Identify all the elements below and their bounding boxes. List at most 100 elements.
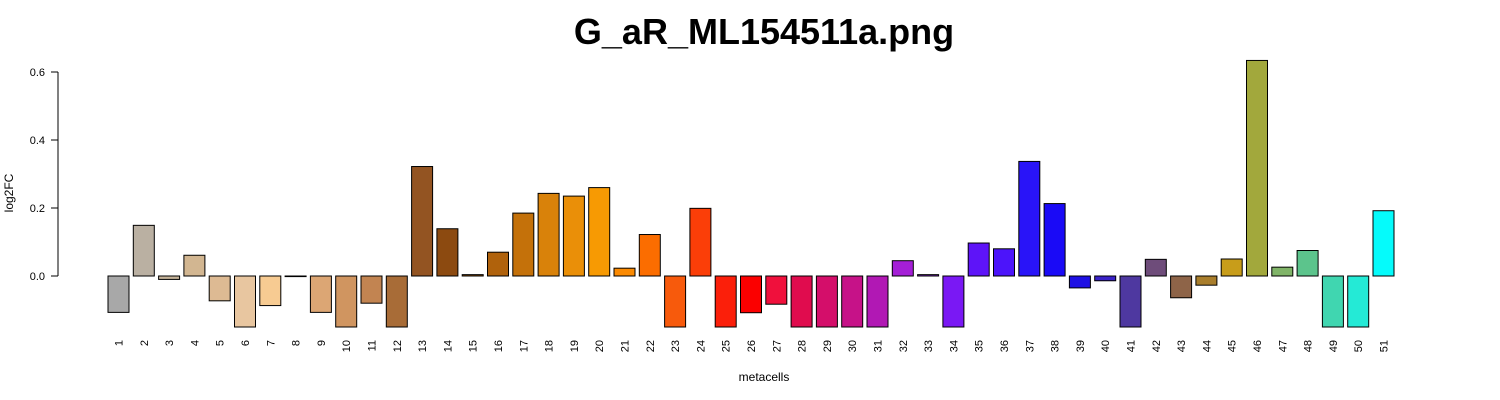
bar-series <box>107 59 1395 328</box>
bar-18 <box>537 192 560 277</box>
bar-21 <box>613 267 636 277</box>
bar-50 <box>1347 275 1370 328</box>
x-tick-label: 49 <box>1328 340 1340 352</box>
bar-36 <box>993 248 1015 277</box>
x-tick-label: 21 <box>620 340 632 352</box>
bar-17 <box>512 212 535 277</box>
bar-8 <box>284 275 307 278</box>
x-tick-label: 33 <box>923 340 935 352</box>
bar-13 <box>411 166 434 277</box>
x-tick-label: 10 <box>341 340 353 352</box>
x-tick-label: 32 <box>898 340 910 352</box>
x-tick-label: 19 <box>569 340 581 352</box>
chart-title: G_aR_ML154511a.png <box>574 11 954 52</box>
bar-39 <box>1068 275 1091 289</box>
x-tick-label: 17 <box>518 340 530 352</box>
bar-32 <box>891 260 914 277</box>
bar-19 <box>562 195 585 277</box>
bar-40 <box>1094 275 1117 282</box>
x-tick-label: 14 <box>442 340 454 352</box>
x-tick-label: 3 <box>164 340 176 346</box>
bar-37 <box>1018 160 1041 277</box>
bar-27 <box>765 275 788 305</box>
bar-22 <box>638 234 661 277</box>
bar-35 <box>967 242 990 277</box>
bar-23 <box>664 275 687 328</box>
x-tick-label: 39 <box>1075 340 1087 352</box>
bar-45 <box>1220 258 1243 277</box>
x-tick-label: 47 <box>1277 340 1289 352</box>
x-tick-label: 23 <box>670 340 682 352</box>
bar-38 <box>1043 203 1066 277</box>
bar-51 <box>1372 210 1395 277</box>
x-tick-label: 37 <box>1024 340 1036 352</box>
bar-48 <box>1296 250 1319 277</box>
x-tick-label: 31 <box>873 340 885 352</box>
bar-43 <box>1170 275 1193 299</box>
x-tick-label: 50 <box>1353 340 1365 352</box>
bar-10 <box>335 275 358 328</box>
x-tick-label: 46 <box>1252 340 1264 352</box>
x-tick-label: 24 <box>695 340 707 352</box>
x-tick-label: 9 <box>316 340 328 346</box>
bar-33 <box>917 274 940 277</box>
x-tick-label: 16 <box>493 340 505 352</box>
x-tick-label: 38 <box>1050 340 1062 352</box>
y-tick-label: 0.4 <box>30 135 45 147</box>
x-tick-label: 18 <box>544 340 556 352</box>
bar-31 <box>866 275 889 328</box>
bar-6 <box>234 275 256 328</box>
x-tick-label: 20 <box>594 340 606 352</box>
x-tick-label: 6 <box>240 340 252 346</box>
x-tick-label: 45 <box>1227 340 1239 352</box>
x-tick-label: 7 <box>265 340 277 346</box>
x-tick-label: 15 <box>468 340 480 352</box>
bar-44 <box>1195 275 1218 286</box>
bar-34 <box>942 275 965 328</box>
bar-47 <box>1271 266 1294 277</box>
bar-16 <box>487 251 509 277</box>
y-axis-label: log2FC <box>2 173 16 212</box>
bar-30 <box>841 275 864 328</box>
x-tick-label: 1 <box>114 340 126 346</box>
bar-25 <box>714 275 737 328</box>
x-tick-label: 40 <box>1100 340 1112 352</box>
bar-41 <box>1119 275 1142 328</box>
bar-9 <box>309 275 332 313</box>
x-tick-label: 13 <box>417 340 429 352</box>
x-tick-label: 51 <box>1379 340 1391 352</box>
x-tick-label: 28 <box>797 340 809 352</box>
x-tick-label: 36 <box>999 340 1011 352</box>
y-tick-label: 0.6 <box>30 67 45 79</box>
bar-4 <box>183 254 206 277</box>
bar-26 <box>740 275 762 314</box>
x-tick-label: 12 <box>392 340 404 352</box>
bar-3 <box>158 275 181 280</box>
x-tick-label: 44 <box>1201 340 1213 352</box>
y-tick-label: 0.0 <box>30 271 45 283</box>
bar-46 <box>1246 59 1268 277</box>
x-tick-label: 27 <box>771 340 783 352</box>
x-tick-label: 11 <box>367 340 379 351</box>
x-tick-label: 2 <box>139 340 151 346</box>
x-tick-label: 48 <box>1303 340 1315 352</box>
bar-24 <box>689 207 712 277</box>
x-tick-label: 22 <box>645 340 657 352</box>
bar-5 <box>208 275 231 302</box>
bar-12 <box>385 275 408 328</box>
bar-20 <box>588 187 611 277</box>
x-axis-label: metacells <box>739 370 790 384</box>
bar-42 <box>1144 258 1167 277</box>
x-tick-label: 41 <box>1126 340 1138 352</box>
x-tick-label: 4 <box>189 340 201 346</box>
x-tick-label: 25 <box>721 340 733 352</box>
x-tick-label: 5 <box>215 340 227 346</box>
bar-7 <box>259 275 282 307</box>
x-tick-label: 8 <box>291 340 303 346</box>
x-tick-label: 26 <box>746 340 758 352</box>
x-tick-label: 43 <box>1176 340 1188 352</box>
bar-2 <box>132 224 155 277</box>
bar-28 <box>790 275 813 328</box>
x-tick-label: 29 <box>822 340 834 352</box>
